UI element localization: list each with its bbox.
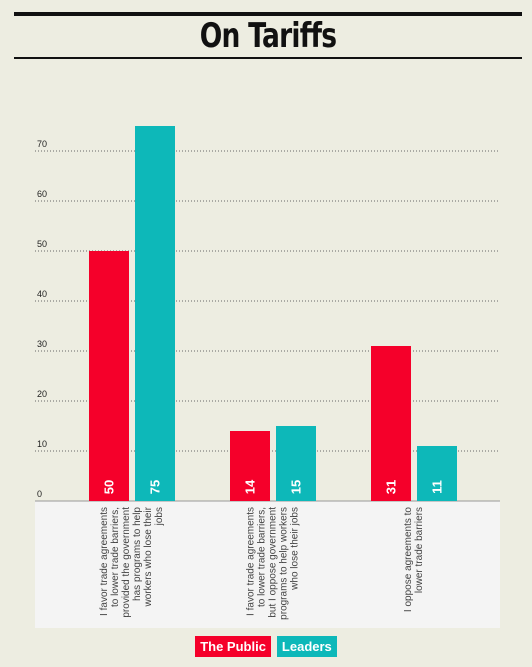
bar-value-label: 14 <box>243 479 258 494</box>
y-tick-label: 20 <box>37 389 47 399</box>
bar <box>89 251 129 501</box>
bar-value-label: 75 <box>148 480 163 494</box>
y-tick-label: 40 <box>37 289 47 299</box>
category-label-line: lower trade barriers <box>414 507 425 593</box>
category-label-line: jobs <box>154 507 165 526</box>
y-tick-label: 0 <box>37 489 42 499</box>
bar <box>371 346 411 501</box>
bar <box>417 446 457 501</box>
category-label-line: has programs to help <box>132 507 143 601</box>
bar <box>230 431 270 501</box>
category-label-line: I favor trade agreements <box>246 507 257 616</box>
chart-title: On Tariffs <box>199 16 337 56</box>
category-label-line: workers who lose their <box>143 506 154 607</box>
category-label-line: to lower trade barriers, <box>110 507 121 607</box>
y-tick-label: 50 <box>37 239 47 249</box>
category-label-line: provided the government <box>121 507 132 618</box>
y-tick-label: 70 <box>37 139 47 149</box>
title-rule-top <box>14 12 522 16</box>
category-label-panel <box>35 501 500 628</box>
category-label-line: I oppose agreements to <box>403 507 414 613</box>
bar-value-label: 31 <box>384 480 399 494</box>
category-label-line: programs to help workers <box>279 507 290 620</box>
category-label-line: but I oppose government <box>268 507 279 618</box>
category-label-line: who lose their jobs <box>290 507 301 591</box>
title-rule-bottom <box>14 57 522 59</box>
y-tick-label: 60 <box>37 189 47 199</box>
bar <box>276 426 316 501</box>
bar <box>135 126 175 501</box>
y-tick-label: 30 <box>37 339 47 349</box>
category-label-line: I favor trade agreements <box>99 507 110 616</box>
legend: The Public Leaders <box>0 636 532 657</box>
bar-value-label: 11 <box>430 480 445 494</box>
legend-item-leaders: Leaders <box>276 636 337 657</box>
bar-value-label: 50 <box>102 480 117 494</box>
y-tick-label: 10 <box>37 439 47 449</box>
category-label-line: to lower trade barriers, <box>257 507 268 607</box>
bar-value-label: 15 <box>289 480 304 494</box>
legend-item-the-public: The Public <box>195 636 271 657</box>
